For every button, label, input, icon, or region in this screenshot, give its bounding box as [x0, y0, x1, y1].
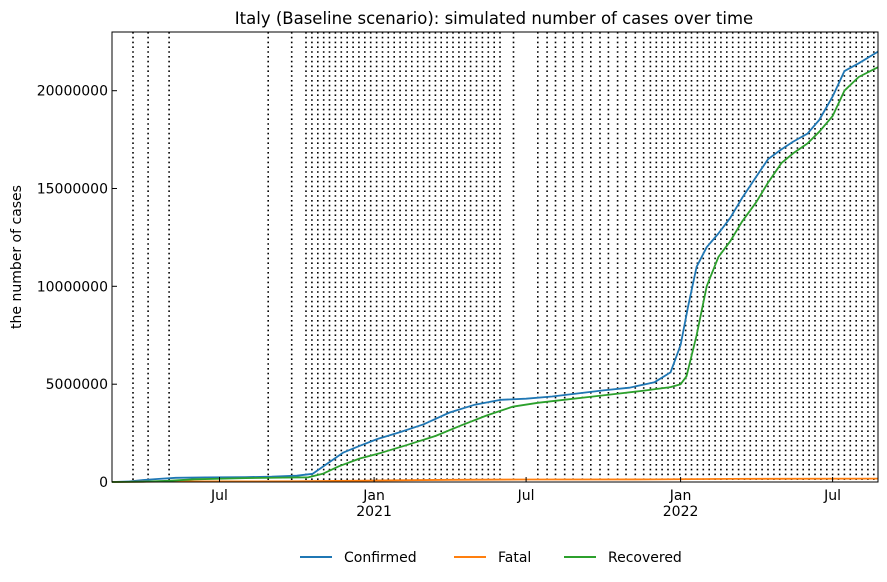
y-tick-label: 5000000 [46, 377, 108, 393]
y-tick-label: 10000000 [37, 279, 108, 295]
series-line-confirmed [111, 50, 879, 483]
x-tick-year-label: 2022 [663, 504, 699, 520]
y-axis-label: the number of cases [9, 185, 25, 329]
chart-title: Italy (Baseline scenario): simulated num… [235, 9, 753, 28]
plot-frame [111, 31, 879, 483]
y-tick-label: 15000000 [37, 182, 108, 198]
vlines-layer [132, 32, 875, 482]
y-tick-label: 0 [99, 475, 108, 491]
x-tick-label: Jul [823, 488, 841, 504]
y-tick-label: 20000000 [37, 84, 108, 100]
y-axis: 0 5000000 10000000 15000000 20000000 [37, 84, 117, 491]
x-tick-label: Jul [210, 488, 228, 504]
x-tick-label: Jan [669, 488, 692, 504]
legend: Confirmed Fatal Recovered [300, 550, 682, 566]
x-tick-label: Jan [362, 488, 385, 504]
legend-label-fatal: Fatal [498, 550, 531, 566]
x-tick-year-label: 2021 [356, 504, 392, 520]
legend-label-confirmed: Confirmed [344, 550, 417, 566]
x-tick-label: Jul [517, 488, 535, 504]
legend-label-recovered: Recovered [608, 550, 682, 566]
series-line-recovered [111, 66, 879, 483]
